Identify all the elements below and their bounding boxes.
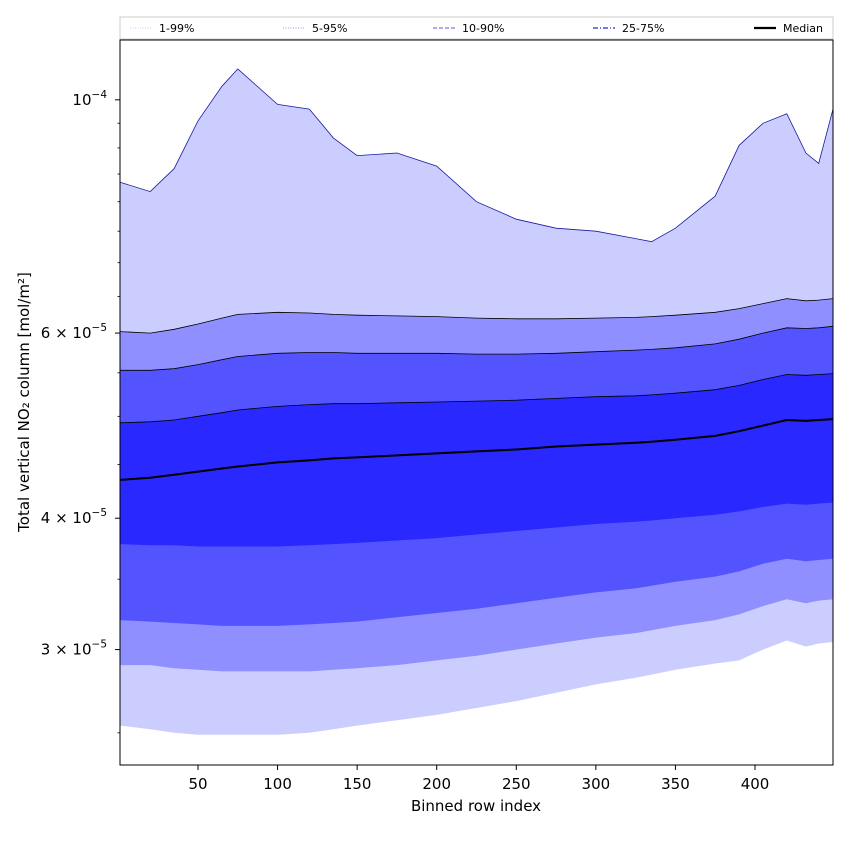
- x-tick-label: 250: [502, 775, 531, 793]
- plot-frame: [119, 39, 834, 766]
- x-tick-label: 400: [741, 775, 770, 793]
- legend-label: 1-99%: [159, 22, 194, 35]
- band-25-75: [120, 373, 833, 547]
- median-line: [120, 418, 833, 481]
- y-axis: 10−4 6 × 10−5 4 × 10−5 3 × 10−5: [41, 89, 120, 734]
- legend-label: 5-95%: [312, 22, 347, 35]
- percentile-bands: [120, 68, 833, 735]
- band-5-95-upper-line: [120, 298, 833, 334]
- y-tick-label: 3 × 10−5: [41, 639, 107, 659]
- x-tick-label: 350: [661, 775, 690, 793]
- band-1-99-upper-line: [120, 68, 833, 243]
- y-tick-label: 4 × 10−5: [41, 507, 107, 527]
- x-tick-label: 100: [263, 775, 292, 793]
- x-tick-label: 300: [582, 775, 611, 793]
- band-25-75-upper-line: [120, 373, 833, 424]
- legend: 1-99% 5-95% 10-90% 25-75% Median: [119, 16, 834, 40]
- x-tick-label: 200: [422, 775, 451, 793]
- legend-label: 10-90%: [462, 22, 504, 35]
- y-tick-label: 10−4: [72, 89, 107, 109]
- y-axis-title: Total vertical NO₂ column [mol/m²]: [15, 272, 33, 533]
- x-axis-title: Binned row index: [411, 797, 541, 815]
- x-tick-label: 150: [343, 775, 372, 793]
- median-layer: [120, 418, 833, 481]
- y-tick-label: 6 × 10−5: [41, 322, 107, 342]
- x-tick-label: 50: [188, 775, 207, 793]
- legend-label: Median: [783, 22, 823, 35]
- legend-label: 25-75%: [622, 22, 664, 35]
- band-10-90-upper-line: [120, 325, 833, 371]
- legend-box: [119, 16, 834, 40]
- x-axis: 50 100 150 200 250 300 350 400: [188, 765, 769, 793]
